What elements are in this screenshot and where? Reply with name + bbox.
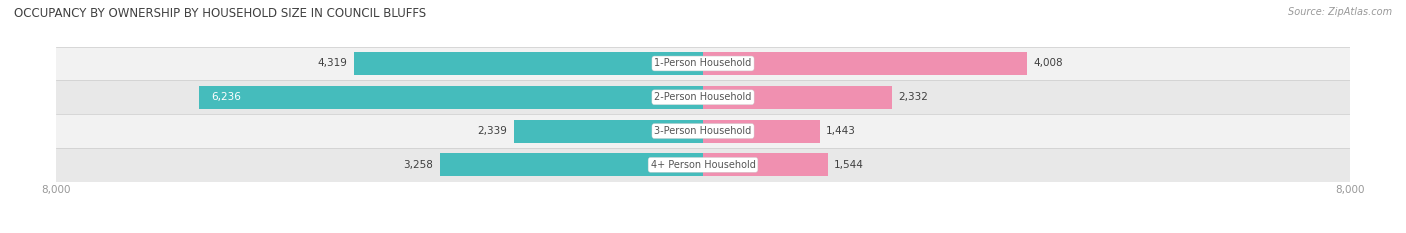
Text: Source: ZipAtlas.com: Source: ZipAtlas.com — [1288, 7, 1392, 17]
Text: 2,332: 2,332 — [898, 92, 928, 102]
Text: 2,339: 2,339 — [478, 126, 508, 136]
Text: 1-Person Household: 1-Person Household — [654, 58, 752, 69]
Bar — [703, 86, 891, 109]
Text: 4+ Person Household: 4+ Person Household — [651, 160, 755, 170]
Bar — [198, 86, 703, 109]
Bar — [703, 120, 820, 143]
Bar — [56, 80, 1350, 114]
Text: 4,319: 4,319 — [318, 58, 347, 69]
Text: 3-Person Household: 3-Person Household — [654, 126, 752, 136]
Text: 3,258: 3,258 — [404, 160, 433, 170]
Text: 6,236: 6,236 — [211, 92, 240, 102]
Text: 2-Person Household: 2-Person Household — [654, 92, 752, 102]
Text: 1,544: 1,544 — [834, 160, 865, 170]
Bar — [703, 52, 1026, 75]
Bar — [703, 153, 828, 176]
Bar — [56, 47, 1350, 80]
Bar — [56, 114, 1350, 148]
Text: 1,443: 1,443 — [827, 126, 856, 136]
Bar — [354, 52, 703, 75]
Bar — [515, 120, 703, 143]
Text: OCCUPANCY BY OWNERSHIP BY HOUSEHOLD SIZE IN COUNCIL BLUFFS: OCCUPANCY BY OWNERSHIP BY HOUSEHOLD SIZE… — [14, 7, 426, 20]
Bar — [56, 148, 1350, 182]
Text: 4,008: 4,008 — [1033, 58, 1063, 69]
Bar — [440, 153, 703, 176]
